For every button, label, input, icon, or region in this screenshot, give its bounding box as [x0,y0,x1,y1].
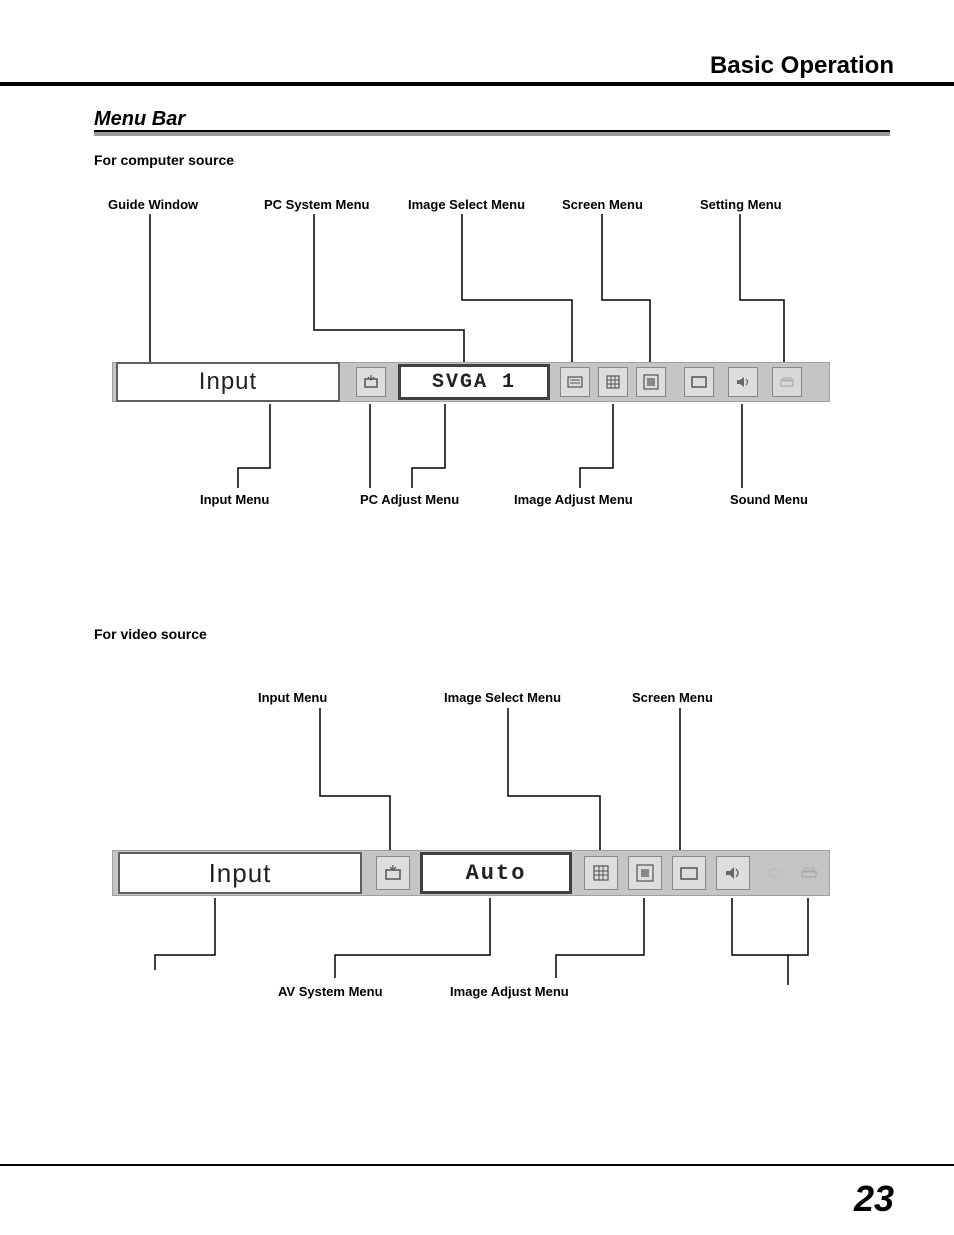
section-rule-mid [94,132,890,136]
mode-box-video: Auto [420,852,572,894]
screen-menu-icon-video[interactable] [672,856,706,890]
video-heading: For video source [94,626,207,642]
image-adjust-icon-video[interactable] [628,856,662,890]
input-menu-icon[interactable] [356,367,386,397]
mode-box-computer: SVGA 1 [398,364,550,400]
image-select-icon-video[interactable] [584,856,618,890]
sound-menu-icon-video[interactable] [716,856,750,890]
guide-window-video: Input [118,852,362,894]
guide-window-computer: Input [116,362,340,402]
label-image-adjust: Image Adjust Menu [514,492,633,507]
section-title: Menu Bar [94,108,185,131]
image-adjust-icon-computer[interactable] [636,367,666,397]
setting-icon-video-faded[interactable] [760,856,790,890]
pc-adjust-icon[interactable] [560,367,590,397]
label-sound-menu: Sound Menu [730,492,808,507]
label-screen: Screen Menu [562,197,643,212]
label-pc-system: PC System Menu [264,197,369,212]
label-setting: Setting Menu [700,197,782,212]
footer-rule [0,1164,954,1166]
label-input-menu: Input Menu [200,492,269,507]
setting-menu-icon[interactable] [772,367,802,397]
computer-heading: For computer source [94,152,234,168]
label-image-select-video: Image Select Menu [444,690,561,705]
label-pc-adjust: PC Adjust Menu [360,492,459,507]
sound-menu-icon[interactable] [728,367,758,397]
label-input-menu-video: Input Menu [258,690,327,705]
label-screen-video: Screen Menu [632,690,713,705]
page-header-title: Basic Operation [710,52,894,80]
label-image-select: Image Select Menu [408,197,525,212]
header-rule [0,82,954,86]
extra-icon-video[interactable] [792,856,826,890]
label-av-system: AV System Menu [278,984,383,999]
input-menu-icon-video[interactable] [376,856,410,890]
screen-menu-icon-computer[interactable] [684,367,714,397]
image-select-icon-computer[interactable] [598,367,628,397]
page-number: 23 [854,1178,894,1220]
label-image-adjust-video: Image Adjust Menu [450,984,569,999]
label-guide-window: Guide Window [108,197,198,212]
